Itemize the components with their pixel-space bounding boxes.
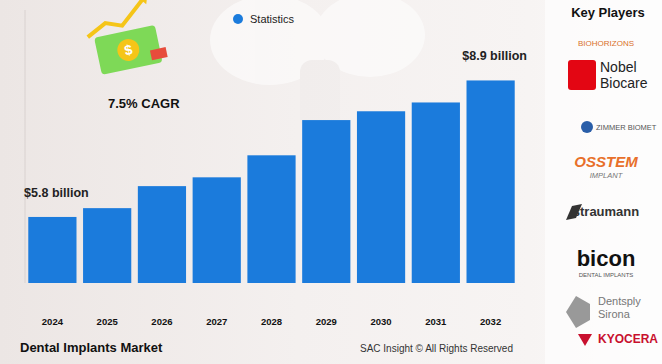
tag [150, 47, 168, 60]
chart-title: Dental Implants Market [20, 340, 163, 355]
bar [193, 177, 241, 283]
x-tick-label: 2026 [151, 316, 172, 327]
bar [83, 208, 131, 283]
x-tick-label: 2029 [316, 316, 337, 327]
background-decoration [210, 0, 425, 130]
bar [28, 217, 76, 283]
legend-label: Statistics [250, 13, 295, 25]
bar [247, 155, 295, 283]
key-player-logo-text: Dentsply [598, 295, 641, 307]
x-tick-label: 2024 [42, 316, 64, 327]
data-label: $8.9 billion [462, 49, 527, 63]
trend-arrow [82, 0, 148, 37]
key-player-logo-text: BIOHORIZONS [578, 39, 634, 48]
data-label: $5.8 billion [24, 186, 89, 200]
x-tick-label: 2031 [425, 316, 447, 327]
icon-glyph: $ [123, 41, 134, 58]
bar [357, 111, 405, 283]
key-players-panel [545, 0, 662, 364]
key-player-logo-text: bicon [577, 246, 636, 271]
key-player-logo-text: Nobel [600, 59, 637, 75]
bar [412, 102, 460, 283]
key-players-title: Key Players [571, 5, 645, 20]
bar [467, 80, 515, 283]
logo-mark [568, 60, 596, 90]
x-tick-label: 2028 [261, 316, 282, 327]
legend-swatch [233, 14, 243, 24]
key-player-logo-text: Sirona [598, 308, 631, 320]
arrow-head [136, 0, 150, 6]
logo-mark [578, 334, 592, 346]
bar [302, 120, 350, 283]
logo-mark [566, 296, 590, 328]
source: SAC Insight © All Rights Reserved [360, 343, 513, 354]
bill [94, 25, 163, 75]
y-axis-line [25, 10, 26, 283]
x-tick-label: 2025 [97, 316, 119, 327]
x-tick-label: 2027 [206, 316, 227, 327]
key-player-logo-text: KYOCERA [598, 332, 658, 346]
money-icon: $ [81, 0, 168, 76]
logo-mark [581, 121, 593, 133]
x-tick-label: 2030 [370, 316, 391, 327]
key-player-logo-text: ZIMMER BIOMET [596, 123, 657, 132]
chart: $ $5.8 billion $8.9 billion 2024 2025 2026 202… [0, 0, 662, 364]
annotation: 7.5% CAGR [108, 96, 180, 111]
implant-shape [300, 60, 340, 130]
key-player-logo-text: IMPLANT [590, 171, 624, 180]
key-player-logo-text: DENTAL IMPLANTS [579, 272, 634, 278]
key-player-logo-text: OSSTEM [574, 153, 638, 170]
bars [28, 80, 514, 283]
coin [115, 37, 141, 63]
key-player-logo-text: straumann [573, 204, 640, 219]
x-tick-label: 2032 [480, 316, 501, 327]
bar [138, 186, 186, 283]
key-player-logo-text: Biocare [600, 75, 648, 91]
